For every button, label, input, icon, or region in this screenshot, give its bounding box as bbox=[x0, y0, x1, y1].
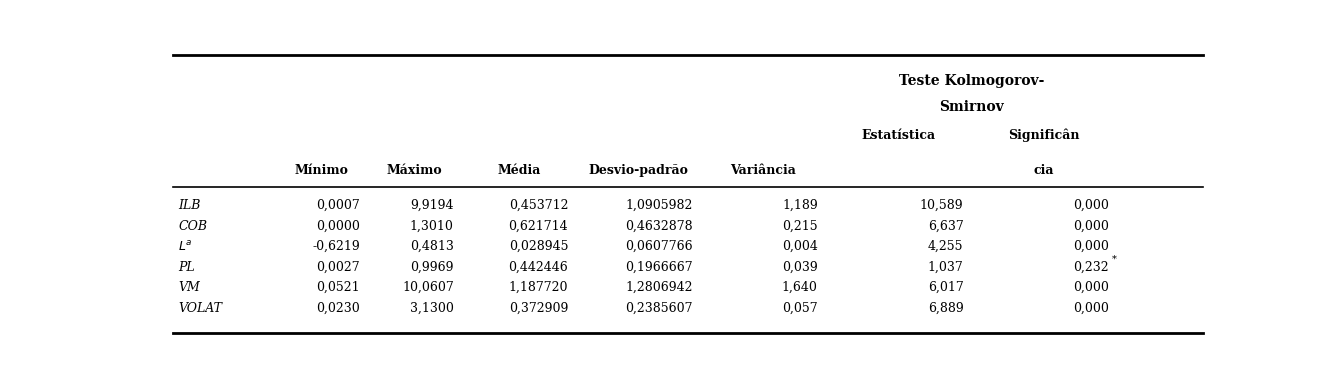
Text: 1,3010: 1,3010 bbox=[409, 219, 454, 233]
Text: 0,057: 0,057 bbox=[782, 302, 817, 315]
Text: 3,1300: 3,1300 bbox=[409, 302, 454, 315]
Text: 0,442446: 0,442446 bbox=[509, 261, 568, 274]
Text: Média: Média bbox=[497, 164, 541, 177]
Text: 0,2385607: 0,2385607 bbox=[625, 302, 692, 315]
Text: 1,0905982: 1,0905982 bbox=[625, 199, 692, 212]
Text: PL: PL bbox=[178, 261, 195, 274]
Text: 0,453712: 0,453712 bbox=[509, 199, 568, 212]
Text: 0,028945: 0,028945 bbox=[509, 240, 568, 253]
Text: 9,9194: 9,9194 bbox=[411, 199, 454, 212]
Text: $\mathit{L}^{a}$: $\mathit{L}^{a}$ bbox=[178, 240, 193, 254]
Text: 6,637: 6,637 bbox=[927, 219, 964, 233]
Text: -0,6219: -0,6219 bbox=[313, 240, 360, 253]
Text: 1,037: 1,037 bbox=[927, 261, 964, 274]
Text: 0,0027: 0,0027 bbox=[317, 261, 360, 274]
Text: Estatística: Estatística bbox=[862, 129, 935, 142]
Text: 0,4813: 0,4813 bbox=[409, 240, 454, 253]
Text: 0,000: 0,000 bbox=[1074, 240, 1108, 253]
Text: 0,0521: 0,0521 bbox=[317, 281, 360, 294]
Text: 0,000: 0,000 bbox=[1074, 302, 1108, 315]
Text: 0,215: 0,215 bbox=[782, 219, 817, 233]
Text: cia: cia bbox=[1033, 164, 1055, 177]
Text: Teste Kolmogorov-: Teste Kolmogorov- bbox=[899, 74, 1044, 88]
Text: COB: COB bbox=[178, 219, 207, 233]
Text: 4,255: 4,255 bbox=[927, 240, 964, 253]
Text: 0,000: 0,000 bbox=[1074, 219, 1108, 233]
Text: VM: VM bbox=[178, 281, 200, 294]
Text: 1,2806942: 1,2806942 bbox=[625, 281, 692, 294]
Text: 0,0000: 0,0000 bbox=[317, 219, 360, 233]
Text: 0,0007: 0,0007 bbox=[317, 199, 360, 212]
Text: *: * bbox=[1113, 255, 1117, 264]
Text: ILB: ILB bbox=[178, 199, 200, 212]
Text: 0,0230: 0,0230 bbox=[317, 302, 360, 315]
Text: Máximo: Máximo bbox=[386, 164, 443, 177]
Text: 0,039: 0,039 bbox=[782, 261, 817, 274]
Text: 0,000: 0,000 bbox=[1074, 281, 1108, 294]
Text: 0,000: 0,000 bbox=[1074, 199, 1108, 212]
Text: Variância: Variância bbox=[730, 164, 796, 177]
Text: Significân: Significân bbox=[1008, 128, 1080, 142]
Text: VOLAT: VOLAT bbox=[178, 302, 223, 315]
Text: Desvio-padrão: Desvio-padrão bbox=[588, 164, 688, 177]
Text: 10,589: 10,589 bbox=[919, 199, 964, 212]
Text: 1,640: 1,640 bbox=[782, 281, 817, 294]
Text: 1,189: 1,189 bbox=[782, 199, 817, 212]
Text: 0,621714: 0,621714 bbox=[509, 219, 568, 233]
Text: 6,889: 6,889 bbox=[927, 302, 964, 315]
Text: 0,004: 0,004 bbox=[782, 240, 817, 253]
Text: 0,9969: 0,9969 bbox=[411, 261, 454, 274]
Text: 0,372909: 0,372909 bbox=[509, 302, 568, 315]
Text: 0,4632878: 0,4632878 bbox=[625, 219, 692, 233]
Text: Mínimo: Mínimo bbox=[294, 164, 348, 177]
Text: 0,0607766: 0,0607766 bbox=[625, 240, 692, 253]
Text: 6,017: 6,017 bbox=[927, 281, 964, 294]
Text: 1,187720: 1,187720 bbox=[509, 281, 568, 294]
Text: Smirnov: Smirnov bbox=[939, 100, 1004, 114]
Text: 0,1966667: 0,1966667 bbox=[625, 261, 692, 274]
Text: 10,0607: 10,0607 bbox=[403, 281, 454, 294]
Text: 0,232: 0,232 bbox=[1074, 261, 1108, 274]
